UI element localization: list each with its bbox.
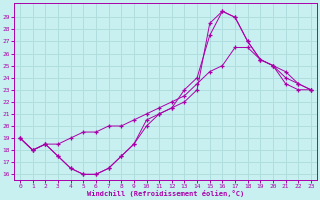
X-axis label: Windchill (Refroidissement éolien,°C): Windchill (Refroidissement éolien,°C) [87, 190, 244, 197]
